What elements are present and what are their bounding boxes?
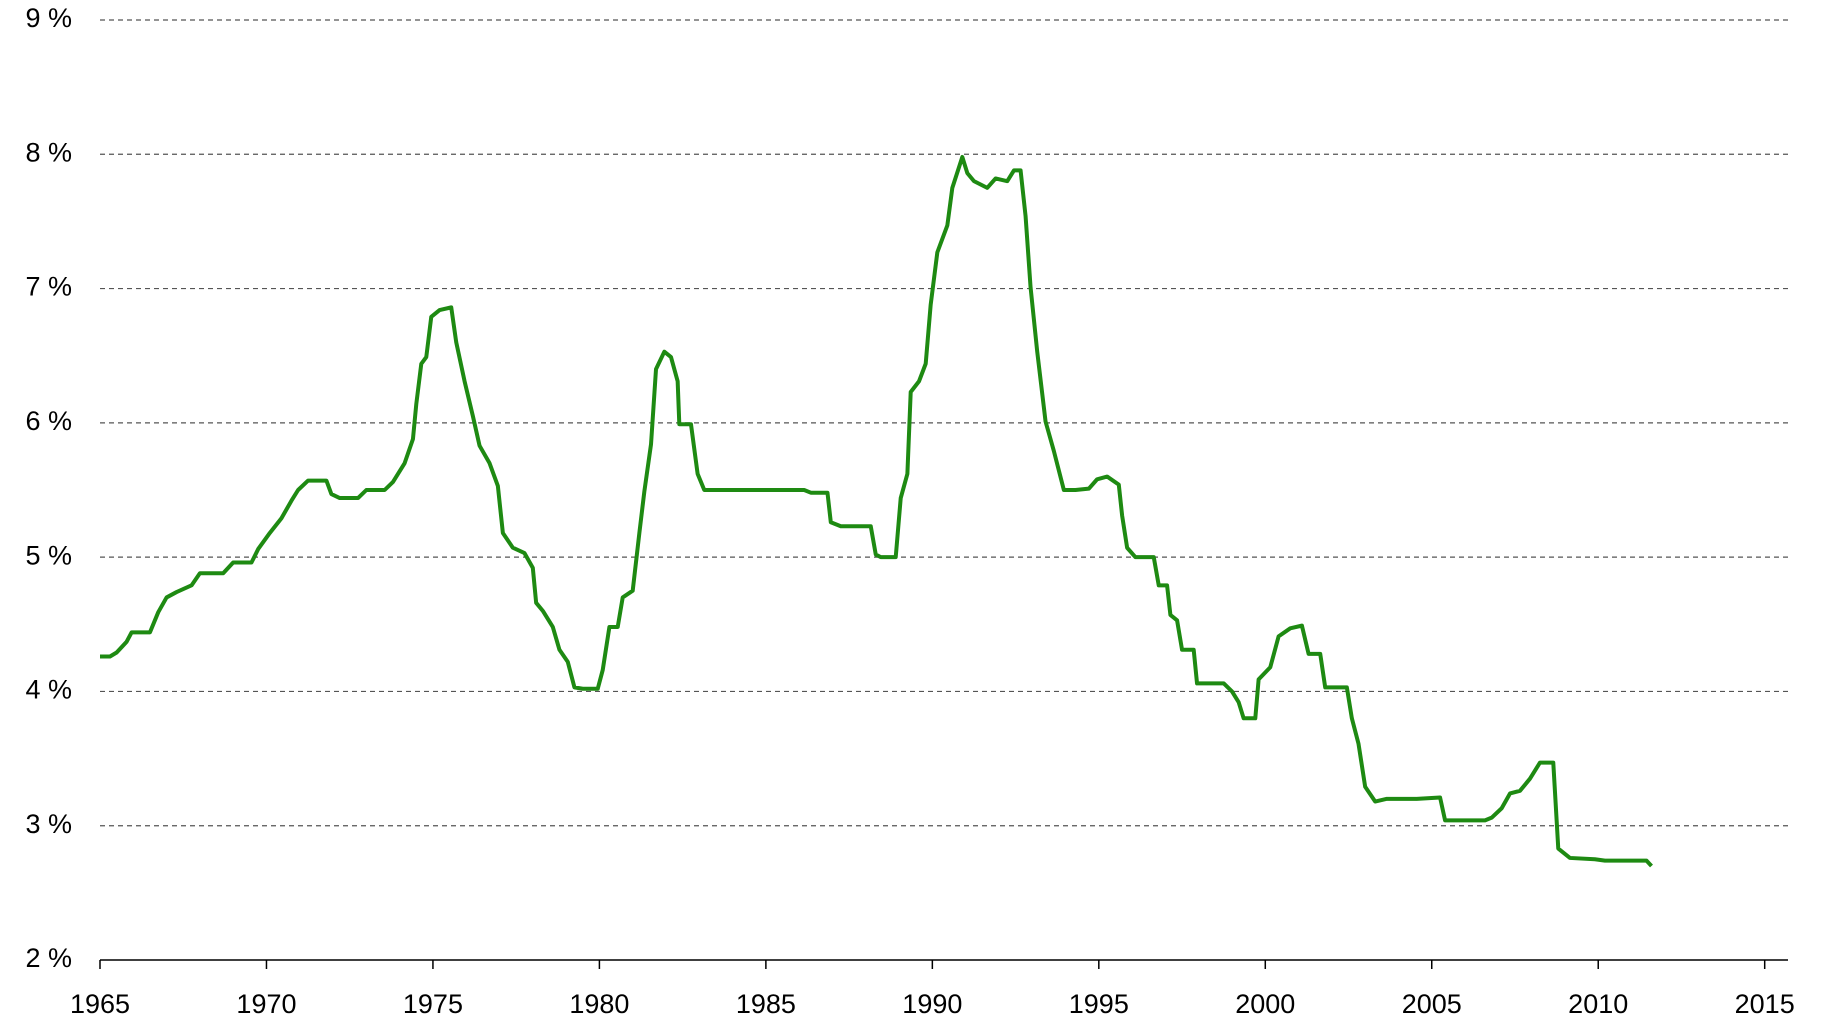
data-line	[100, 154, 1653, 868]
x-tick-label: 2010	[1568, 989, 1628, 1019]
y-tick-label: 8 %	[25, 137, 72, 167]
y-tick-label: 5 %	[25, 540, 72, 570]
x-tick-label: 2000	[1235, 989, 1295, 1019]
x-tick-label: 1970	[236, 989, 296, 1019]
x-tick-label: 1985	[736, 989, 796, 1019]
x-tick-label: 1975	[403, 989, 463, 1019]
y-tick-label: 2 %	[25, 943, 72, 973]
y-tick-label: 7 %	[25, 272, 72, 302]
x-tick-label: 2005	[1402, 989, 1462, 1019]
x-tick-label: 1980	[569, 989, 629, 1019]
y-tick-label: 4 %	[25, 675, 72, 705]
x-tick-label: 2015	[1735, 989, 1795, 1019]
x-tick-label: 1995	[1069, 989, 1129, 1019]
y-tick-label: 6 %	[25, 406, 72, 436]
x-tick-label: 1990	[902, 989, 962, 1019]
y-tick-label: 9 %	[25, 3, 72, 33]
y-tick-label: 3 %	[25, 809, 72, 839]
x-tick-label: 1965	[70, 989, 130, 1019]
